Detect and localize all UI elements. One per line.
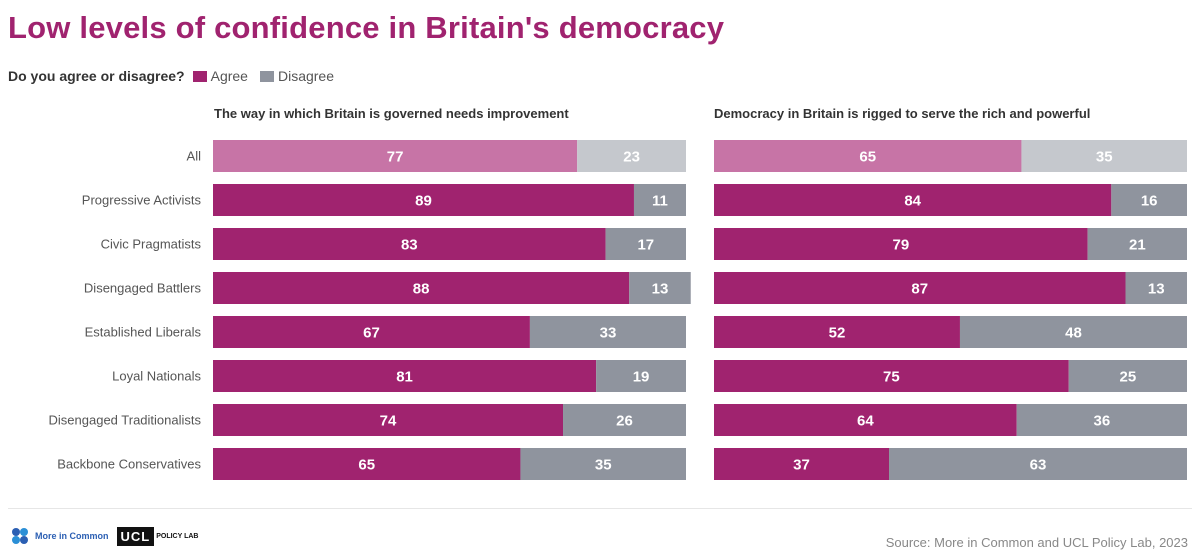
data-label-disagree: 23: [623, 149, 640, 166]
bar-agree: [213, 184, 634, 216]
data-label-disagree: 11: [652, 193, 668, 210]
category-label: Loyal Nationals: [112, 369, 201, 384]
bar-disagree: [629, 272, 691, 304]
bar-disagree: [1111, 184, 1187, 216]
data-label-disagree: 13: [652, 281, 669, 298]
bar-disagree: [563, 404, 686, 436]
data-label-disagree: 36: [1094, 413, 1111, 430]
data-label-agree: 89: [415, 193, 432, 210]
bar-disagree: [596, 360, 686, 392]
ucl-logo-sub: POLICY LAB: [156, 532, 199, 540]
data-label-agree: 65: [358, 457, 375, 474]
bar-agree: [213, 272, 630, 304]
category-label: All: [187, 149, 202, 164]
bar-agree: [714, 360, 1069, 392]
bar-agree: [213, 316, 530, 348]
category-label: Disengaged Battlers: [84, 281, 202, 296]
data-label-disagree: 35: [595, 457, 612, 474]
bar-disagree: [529, 316, 686, 348]
bar-agree: [714, 272, 1126, 304]
data-label-agree: 52: [829, 325, 846, 342]
data-label-agree: 81: [396, 369, 413, 386]
data-label-disagree: 21: [1129, 237, 1146, 254]
bar-agree: [714, 184, 1112, 216]
category-label: Disengaged Traditionalists: [49, 413, 202, 428]
bar-disagree: [633, 184, 686, 216]
bar-disagree: [577, 140, 686, 172]
bar-disagree: [605, 228, 686, 260]
panel-title-right: Democracy in Britain is rigged to serve …: [714, 106, 1091, 121]
bar-disagree: [520, 448, 686, 480]
source-note: Source: More in Common and UCL Policy La…: [885, 535, 1188, 550]
category-label: Progressive Activists: [82, 193, 202, 208]
legend-label-agree: Agree: [210, 68, 248, 84]
bar-agree: [213, 228, 606, 260]
data-label-agree: 75: [883, 369, 900, 386]
chart-title: Low levels of confidence in Britain's de…: [8, 10, 725, 45]
data-label-disagree: 13: [1148, 281, 1165, 298]
bar-agree: [714, 316, 960, 348]
data-label-agree: 88: [413, 281, 430, 298]
footer-logos: More in Common UCL POLICY LAB: [10, 526, 198, 546]
bar-disagree: [1016, 404, 1187, 436]
bar-agree: [714, 228, 1088, 260]
legend-swatch-disagree: [259, 70, 274, 82]
data-label-disagree: 17: [637, 237, 654, 254]
bar-disagree: [889, 448, 1187, 480]
bar-agree: [213, 140, 578, 172]
data-label-agree: 37: [793, 457, 810, 474]
legend-question: Do you agree or disagree?: [8, 68, 185, 84]
data-label-agree: 67: [363, 325, 380, 342]
legend-label-disagree: Disagree: [277, 68, 334, 84]
footer-divider: [8, 508, 1192, 509]
data-label-disagree: 26: [616, 413, 633, 430]
data-label-disagree: 33: [600, 325, 617, 342]
data-label-disagree: 48: [1065, 325, 1082, 342]
stacked-bar-chart: All Progressive Activists Civic Pragmatist…: [49, 140, 1187, 480]
panel-title-left: The way in which Britain is governed nee…: [214, 106, 569, 121]
data-label-disagree: 16: [1141, 193, 1158, 210]
data-label-disagree: 35: [1096, 149, 1113, 166]
data-label-agree: 79: [892, 237, 909, 254]
data-label-disagree: 19: [633, 369, 650, 386]
bar-disagree: [959, 316, 1187, 348]
bar-agree: [213, 404, 564, 436]
bar-disagree: [1021, 140, 1187, 172]
data-label-agree: 83: [401, 237, 418, 254]
more-in-common-logo-text: More in Common: [35, 530, 109, 541]
bar-agree: [714, 404, 1017, 436]
data-label-disagree: 25: [1120, 369, 1137, 386]
bar-agree: [714, 448, 890, 480]
bar-disagree: [1068, 360, 1187, 392]
data-label-disagree: 63: [1030, 457, 1047, 474]
bar-agree: [213, 360, 597, 392]
category-label: Backbone Conservatives: [57, 457, 201, 472]
bar-disagree: [1087, 228, 1187, 260]
category-label: Established Liberals: [85, 325, 202, 340]
data-label-agree: 84: [904, 193, 921, 210]
more-in-common-logo: More in Common: [10, 526, 109, 546]
more-in-common-icon: [12, 528, 28, 544]
category-label: Civic Pragmatists: [101, 237, 202, 252]
bar-disagree: [1125, 272, 1187, 304]
legend-swatch-agree: [192, 70, 207, 82]
legend: Do you agree or disagree? Agree Disagree: [8, 66, 346, 86]
data-label-agree: 77: [387, 149, 404, 166]
data-label-agree: 65: [859, 149, 876, 166]
bar-agree: [213, 448, 521, 480]
data-label-agree: 64: [857, 413, 874, 430]
data-label-agree: 74: [380, 413, 397, 430]
data-label-agree: 87: [911, 281, 928, 298]
ucl-logo: UCL: [116, 526, 155, 546]
bar-agree: [714, 140, 1022, 172]
